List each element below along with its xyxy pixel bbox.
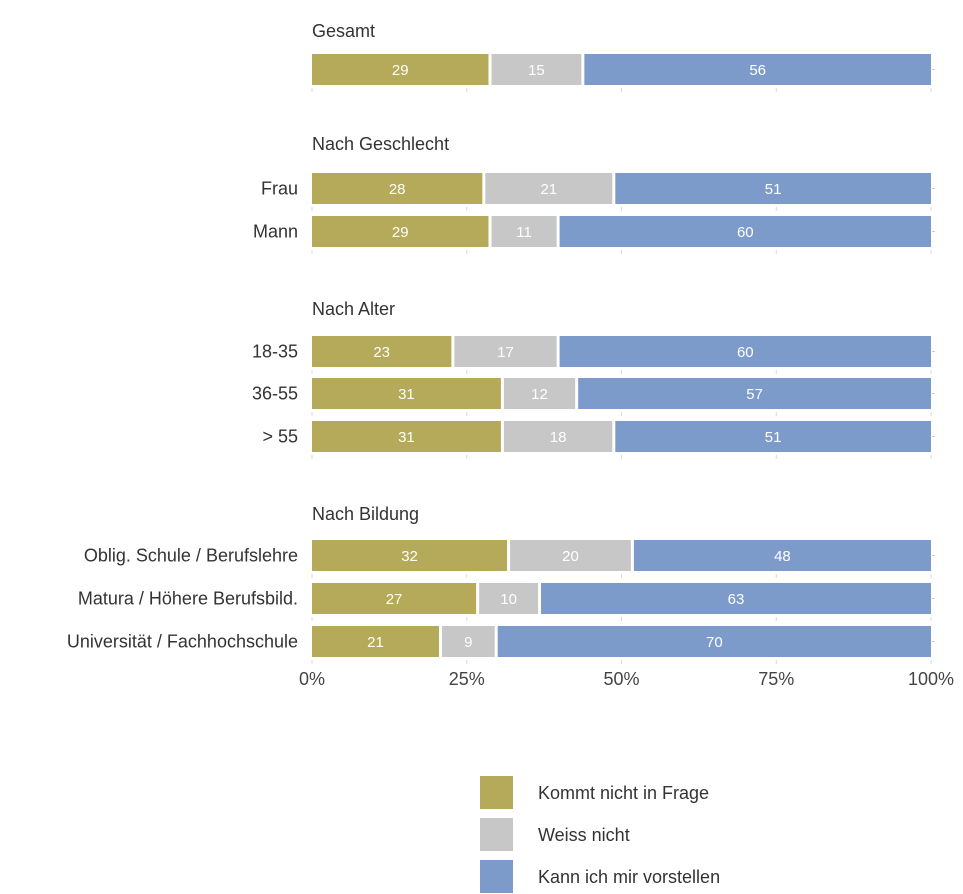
- bar-value-label: 21: [540, 181, 557, 198]
- bar-value-label: 21: [367, 634, 384, 651]
- category-label: Mann: [253, 222, 298, 242]
- bar-value-label: 28: [389, 181, 406, 198]
- bar-segment: [633, 540, 931, 571]
- legend-label: Kommt nicht in Frage: [538, 783, 709, 803]
- x-tick-label: 50%: [603, 669, 639, 689]
- bar-segment: [503, 378, 576, 409]
- bar-segment: [312, 54, 489, 85]
- bar-segment: [578, 378, 931, 409]
- category-label: 36-55: [252, 384, 298, 404]
- x-tick-label: 25%: [449, 669, 485, 689]
- bar-segment: [479, 583, 539, 614]
- bar-segment: [485, 173, 613, 204]
- bar-segment: [312, 421, 501, 452]
- x-tick-label: 0%: [299, 669, 325, 689]
- bar-value-label: 63: [728, 591, 745, 608]
- group-title: Gesamt: [312, 21, 375, 41]
- bar-value-label: 23: [373, 344, 390, 361]
- bar-segment: [312, 626, 439, 657]
- legend-label: Weiss nicht: [538, 825, 630, 845]
- bar-value-label: 51: [765, 429, 782, 446]
- legend-label: Kann ich mir vorstellen: [538, 867, 720, 887]
- bar-value-label: 60: [737, 224, 754, 241]
- legend-swatch: [480, 860, 513, 893]
- bar-segment: [615, 421, 931, 452]
- legend-swatch: [480, 776, 513, 809]
- bar-value-label: 29: [392, 224, 409, 241]
- bar-value-label: 17: [497, 344, 514, 361]
- bar-segment: [441, 626, 495, 657]
- bar-segment: [510, 540, 631, 571]
- group-title: Nach Alter: [312, 299, 395, 319]
- bar-value-label: 18: [550, 429, 567, 446]
- bar-segment: [503, 421, 613, 452]
- bar-segment: [312, 378, 501, 409]
- bar-value-label: 27: [386, 591, 403, 608]
- bar-segment: [312, 540, 508, 571]
- category-label: Oblig. Schule / Berufslehre: [84, 546, 298, 566]
- bar-segment: [312, 216, 489, 247]
- bar-segment: [559, 216, 931, 247]
- bar-segment: [312, 583, 477, 614]
- bar-segment: [615, 173, 931, 204]
- x-tick-label: 100%: [908, 669, 954, 689]
- bar-segment: [541, 583, 931, 614]
- bar-value-label: 70: [706, 634, 723, 651]
- bar-value-label: 20: [562, 548, 579, 565]
- bar-value-label: 60: [737, 344, 754, 361]
- bar-value-label: 32: [401, 548, 418, 565]
- category-label: > 55: [262, 427, 298, 447]
- bar-value-label: 57: [746, 386, 763, 403]
- bar-value-label: 10: [500, 591, 517, 608]
- bar-segment: [312, 336, 452, 367]
- bar-value-label: 11: [516, 224, 532, 241]
- category-label: Frau: [261, 179, 298, 199]
- bar-segment: [454, 336, 557, 367]
- bar-value-label: 48: [774, 548, 791, 565]
- category-label: Matura / Höhere Berufsbild.: [78, 589, 298, 609]
- bar-value-label: 31: [398, 386, 415, 403]
- bar-segment: [491, 54, 582, 85]
- bar-value-label: 15: [528, 62, 545, 79]
- group-title: Nach Geschlecht: [312, 134, 449, 154]
- bar-value-label: 29: [392, 62, 409, 79]
- category-label: Universität / Fachhochschule: [67, 632, 298, 652]
- bar-value-label: 12: [531, 386, 548, 403]
- legend-swatch: [480, 818, 513, 851]
- bar-segment: [559, 336, 931, 367]
- group-title: Nach Bildung: [312, 504, 419, 524]
- bar-segment: [497, 626, 931, 657]
- bar-segment: [312, 173, 483, 204]
- bar-value-label: 9: [464, 634, 472, 651]
- bar-value-label: 56: [749, 62, 766, 79]
- category-label: 18-35: [252, 342, 298, 362]
- bar-segment: [491, 216, 557, 247]
- bar-value-label: 51: [765, 181, 782, 198]
- bar-segment: [584, 54, 931, 85]
- x-tick-label: 75%: [758, 669, 794, 689]
- bar-value-label: 31: [398, 429, 415, 446]
